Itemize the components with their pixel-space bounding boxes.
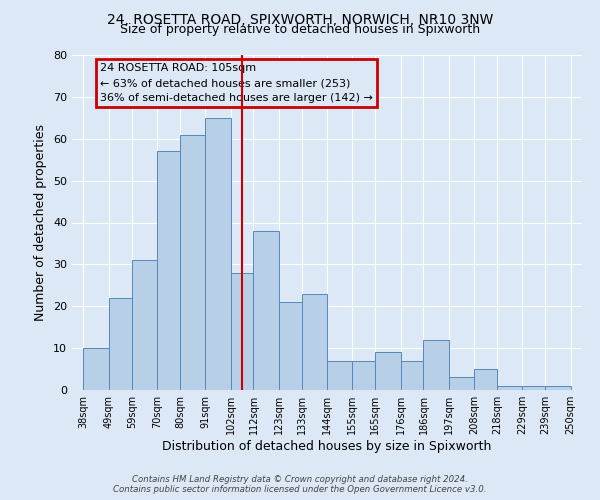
Bar — [352, 360, 375, 390]
Text: 24 ROSETTA ROAD: 105sqm
← 63% of detached houses are smaller (253)
36% of semi-d: 24 ROSETTA ROAD: 105sqm ← 63% of detache… — [100, 64, 373, 103]
Bar — [205, 118, 230, 390]
Bar — [180, 134, 205, 390]
Bar — [109, 298, 132, 390]
Bar — [230, 273, 253, 390]
Text: 24, ROSETTA ROAD, SPIXWORTH, NORWICH, NR10 3NW: 24, ROSETTA ROAD, SPIXWORTH, NORWICH, NR… — [107, 12, 493, 26]
X-axis label: Distribution of detached houses by size in Spixworth: Distribution of detached houses by size … — [163, 440, 491, 453]
Bar — [401, 360, 424, 390]
Bar — [83, 348, 109, 390]
Bar — [327, 360, 352, 390]
Bar — [545, 386, 571, 390]
Bar — [302, 294, 327, 390]
Bar — [497, 386, 522, 390]
Bar — [522, 386, 545, 390]
Bar — [279, 302, 302, 390]
Bar — [253, 231, 279, 390]
Text: Contains HM Land Registry data © Crown copyright and database right 2024.
Contai: Contains HM Land Registry data © Crown c… — [113, 474, 487, 494]
Bar — [375, 352, 401, 390]
Bar — [424, 340, 449, 390]
Bar — [474, 369, 497, 390]
Bar — [132, 260, 157, 390]
Y-axis label: Number of detached properties: Number of detached properties — [34, 124, 47, 321]
Bar — [449, 378, 474, 390]
Text: Size of property relative to detached houses in Spixworth: Size of property relative to detached ho… — [120, 22, 480, 36]
Bar — [157, 152, 180, 390]
